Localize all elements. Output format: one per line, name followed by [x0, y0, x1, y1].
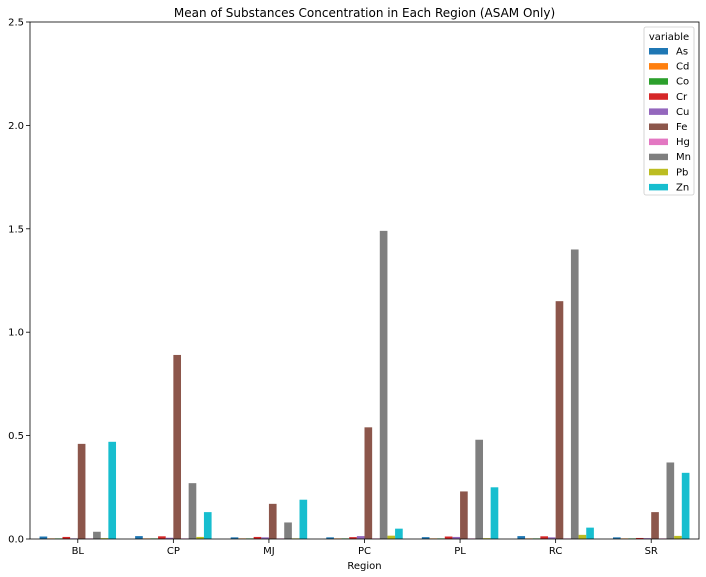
legend-label-Cd: Cd: [676, 62, 689, 73]
bar-PL-Pb: [483, 538, 491, 539]
legend-label-Hg: Hg: [676, 137, 690, 148]
bar-MJ-Fe: [268, 503, 277, 539]
legend-title: variable: [649, 32, 689, 43]
legend-label-Fe: Fe: [676, 122, 687, 133]
y-tick-label: 1.5: [8, 224, 24, 235]
plot-frame: [29, 21, 700, 540]
legend-items: As Cd Co Cr Cu Fe Hg Mn Pb Zn: [649, 47, 691, 193]
bar-RC-Mn: [570, 249, 579, 540]
legend-swatch-Cd: [649, 63, 668, 70]
legend-swatch-As: [649, 48, 668, 55]
bar-PL-As: [421, 537, 430, 539]
bar-RC-Zn: [586, 527, 594, 539]
bar-PL-Fe: [460, 491, 468, 539]
bar-CP-Cr: [158, 536, 166, 539]
bar-PL-Cu: [452, 536, 461, 539]
bar-SR-Fe: [651, 512, 659, 539]
legend-label-Co: Co: [676, 77, 689, 88]
bar-PC-As: [326, 537, 334, 539]
legend: variable As Cd Co Cr Cu Fe Hg Mn Pb Zn: [643, 26, 695, 196]
bar-BL-Mn: [93, 531, 101, 539]
bar-SR-As: [612, 537, 621, 539]
bar-PC-Mn: [379, 230, 388, 539]
bar-MJ-Cu: [261, 537, 269, 539]
bar-BL-Zn: [108, 441, 117, 539]
bar-CP-Mn: [188, 483, 197, 539]
legend-swatch-Zn: [649, 183, 668, 191]
x-tick-label: RC: [549, 546, 562, 557]
x-tick-label: PL: [454, 546, 466, 557]
bar-SR-Cr: [635, 537, 644, 539]
x-axis-title: Region: [347, 561, 381, 572]
x-tick-label: PC: [358, 546, 371, 557]
legend-label-Mn: Mn: [676, 152, 691, 163]
legend-swatch-Pb: [649, 168, 668, 176]
x-tick-label: SR: [645, 546, 658, 557]
bar-MJ-Zn: [299, 499, 308, 539]
legend-label-As: As: [676, 47, 688, 58]
bar-CP-As: [135, 536, 143, 539]
bar-RC-Cr: [540, 536, 548, 539]
bar-BL-As: [39, 536, 48, 539]
bar-BL-Fe: [77, 443, 86, 539]
bar-RC-Pb: [578, 534, 587, 539]
bar-SR-Mn: [666, 462, 675, 539]
bar-PC-Pb: [387, 535, 396, 539]
x-tick-label: CP: [167, 546, 180, 557]
bar-PL-Cr: [444, 536, 453, 539]
legend-swatch-Mn: [649, 153, 668, 161]
y-tick-label: 1.0: [8, 328, 24, 339]
bar-MJ-Cr: [253, 536, 262, 539]
bar-RC-Cu: [548, 537, 556, 539]
bar-RC-Fe: [555, 301, 564, 539]
legend-label-Cr: Cr: [676, 92, 688, 103]
bar-PL-Zn: [490, 487, 499, 539]
bar-PL-Mn: [475, 439, 484, 539]
y-tick-label: 2.5: [8, 18, 24, 29]
bar-MJ-As: [230, 537, 239, 539]
bar-BL-Pb: [100, 538, 109, 539]
legend-swatch-Cu: [649, 108, 668, 115]
bar-MJ-Mn: [284, 522, 292, 539]
legend-label-Zn: Zn: [676, 182, 689, 193]
y-tick-label: 0.0: [8, 535, 24, 546]
bar-PC-Cu: [356, 536, 365, 539]
x-tick-label: MJ: [263, 546, 275, 557]
bar-SR-Pb: [674, 535, 682, 539]
bar-CP-Zn: [203, 512, 212, 539]
bar-BL-Cr: [62, 536, 71, 539]
legend-swatch-Cr: [649, 93, 668, 100]
legend-swatch-Fe: [649, 123, 668, 130]
y-tick-label: 0.5: [8, 431, 24, 442]
legend-label-Pb: Pb: [676, 167, 688, 178]
bar-PC-Zn: [395, 528, 403, 539]
bar-PC-Fe: [364, 427, 373, 539]
bar-SR-Zn: [681, 472, 690, 539]
legend-swatch-Hg: [649, 138, 668, 146]
bar-SR-Cu: [643, 538, 652, 539]
legend-swatch-Co: [649, 78, 668, 85]
bar-CP-Cu: [165, 537, 174, 539]
x-tick-label: BL: [72, 546, 85, 557]
bar-CP-Pb: [196, 536, 204, 539]
y-tick-label: 2.0: [8, 121, 24, 132]
bar-CP-Fe: [173, 354, 182, 539]
plot-area: 0.0 0.5 1.0 1.5 2.0 2.5 BL CP MJ PC PL RC SR: [8, 18, 690, 557]
legend-label-Cu: Cu: [676, 107, 689, 118]
bar-PC-Cr: [349, 537, 357, 539]
bar-RC-As: [517, 536, 526, 539]
chart-title: Mean of Substances Concentration in Each…: [174, 6, 555, 20]
